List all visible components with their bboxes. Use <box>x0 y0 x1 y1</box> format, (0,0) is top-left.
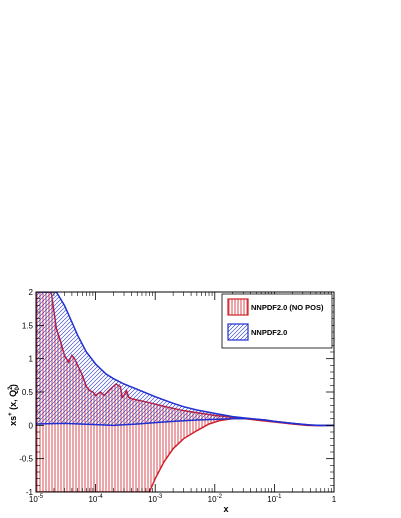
x-tick-label-5: 1 <box>332 495 337 504</box>
y-tick-label-2: 0 <box>29 421 34 430</box>
y-tick-label-6: 2 <box>29 288 34 297</box>
y-tick-label-4: 1 <box>29 355 34 364</box>
tick-labels: 10-5 10-4 10-3 10-2 10-1 1-1-0.500.511.52 <box>19 288 337 504</box>
y-axis-title-mid: (x, Q <box>8 390 18 413</box>
y-tick-label-0: -1 <box>26 488 34 497</box>
series-lower-line-1 <box>36 417 334 427</box>
x-tick-label-base: 10 <box>267 495 276 504</box>
y-tick-label-3: 0.5 <box>22 388 34 397</box>
legend: NNPDF2.0 (NO POS) NNPDF2.0 <box>221 293 333 349</box>
x-tick-label-4: 10-1 <box>267 494 282 504</box>
x-axis-title: x <box>223 504 228 514</box>
legend-swatch-nnpdf20 <box>227 323 249 341</box>
x-tick-label-exponent: -5 <box>38 494 44 500</box>
legend-label-nnpdf20-nopos: NNPDF2.0 (NO POS) <box>251 303 324 312</box>
y-tick-label-5: 1.5 <box>22 321 34 330</box>
series-band-1 <box>36 292 334 426</box>
y-tick-label-1: -0.5 <box>19 455 33 464</box>
x-tick-label-base: 10 <box>148 495 157 504</box>
x-tick-label-0: 10-5 <box>29 494 44 504</box>
y-axis-title-sup: + <box>8 412 14 416</box>
x-tick-label-base: 10 <box>29 495 38 504</box>
x-tick-label-exponent: -3 <box>157 494 163 500</box>
series-band-0 <box>36 292 334 492</box>
axes <box>35 291 335 493</box>
x-tick-label-exponent: -1 <box>276 494 282 500</box>
x-tick-label-3: 10-2 <box>208 494 223 504</box>
legend-swatch-nnpdf20-nopos <box>227 298 249 316</box>
y-axis-title-main: xs <box>8 416 18 426</box>
legend-label-nnpdf20: NNPDF2.0 <box>251 328 287 337</box>
plot-area <box>36 292 334 492</box>
x-tick-label-2: 10-3 <box>148 494 163 504</box>
x-tick-label-exponent: -2 <box>217 494 223 500</box>
x-tick-label-base: 1 <box>332 495 337 504</box>
y-axis-title-sub: 0 <box>15 386 21 390</box>
x-tick-label-1: 10-4 <box>88 494 103 504</box>
y-axis-title-end: ) <box>8 384 18 387</box>
x-tick-label-base: 10 <box>208 495 217 504</box>
x-tick-label-exponent: -4 <box>97 494 103 500</box>
x-tick-label-base: 10 <box>88 495 97 504</box>
y-axis-title: xs+ (x, Q20) <box>8 384 21 426</box>
y-axis-title-sup2: 2 <box>8 386 14 390</box>
